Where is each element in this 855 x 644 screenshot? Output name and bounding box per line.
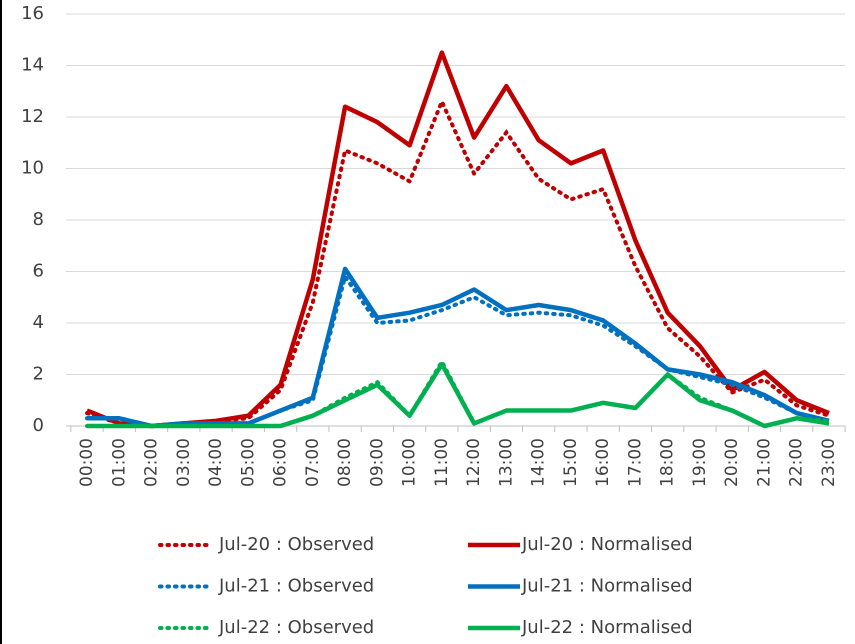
x-tick-label: 05:00 xyxy=(238,438,258,487)
y-tick-label: 0 xyxy=(33,415,44,436)
y-tick-label: 8 xyxy=(33,209,44,230)
x-tick-label: 23:00 xyxy=(819,438,839,487)
legend-label: Jul-22 : Observed xyxy=(218,617,374,638)
x-tick-label: 09:00 xyxy=(367,438,387,487)
x-tick-label: 20:00 xyxy=(722,438,742,487)
x-tick-label: 11:00 xyxy=(432,438,452,487)
y-tick-label: 16 xyxy=(21,3,44,24)
x-tick-label: 21:00 xyxy=(754,438,774,487)
y-tick-label: 4 xyxy=(33,312,44,333)
x-tick-label: 13:00 xyxy=(496,438,516,487)
x-tick-label: 17:00 xyxy=(625,438,645,487)
left-border xyxy=(0,0,2,644)
legend-label: Jul-21 : Observed xyxy=(218,576,374,597)
legend-label: Jul-20 : Observed xyxy=(218,534,374,555)
x-tick-label: 01:00 xyxy=(109,438,129,487)
x-tick-label: 07:00 xyxy=(303,438,323,487)
x-tick-label: 02:00 xyxy=(142,438,162,487)
x-tick-label: 19:00 xyxy=(690,438,710,487)
legend-label: Jul-20 : Normalised xyxy=(521,534,693,555)
x-tick-label: 04:00 xyxy=(206,438,226,487)
x-tick-label: 12:00 xyxy=(464,438,484,487)
y-tick-label: 12 xyxy=(21,106,44,127)
x-tick-label: 08:00 xyxy=(335,438,355,487)
x-tick-label: 03:00 xyxy=(174,438,194,487)
x-tick-label: 22:00 xyxy=(787,438,807,487)
x-tick-label: 16:00 xyxy=(593,438,613,487)
x-tick-label: 06:00 xyxy=(271,438,291,487)
y-tick-label: 6 xyxy=(33,261,44,282)
x-tick-label: 15:00 xyxy=(561,438,581,487)
x-tick-label: 00:00 xyxy=(77,438,97,487)
series-line xyxy=(87,361,830,429)
legend-label: Jul-21 : Normalised xyxy=(521,576,693,597)
y-tick-label: 10 xyxy=(21,158,44,179)
legend-label: Jul-22 : Normalised xyxy=(521,617,693,638)
x-tick-label: 14:00 xyxy=(529,438,549,487)
series-line xyxy=(86,50,830,429)
x-tick-label: 18:00 xyxy=(658,438,678,487)
y-tick-label: 14 xyxy=(21,55,44,76)
y-tick-label: 2 xyxy=(33,364,44,385)
series-line xyxy=(85,271,831,429)
x-tick-label: 10:00 xyxy=(400,438,420,487)
series-line xyxy=(87,266,830,429)
